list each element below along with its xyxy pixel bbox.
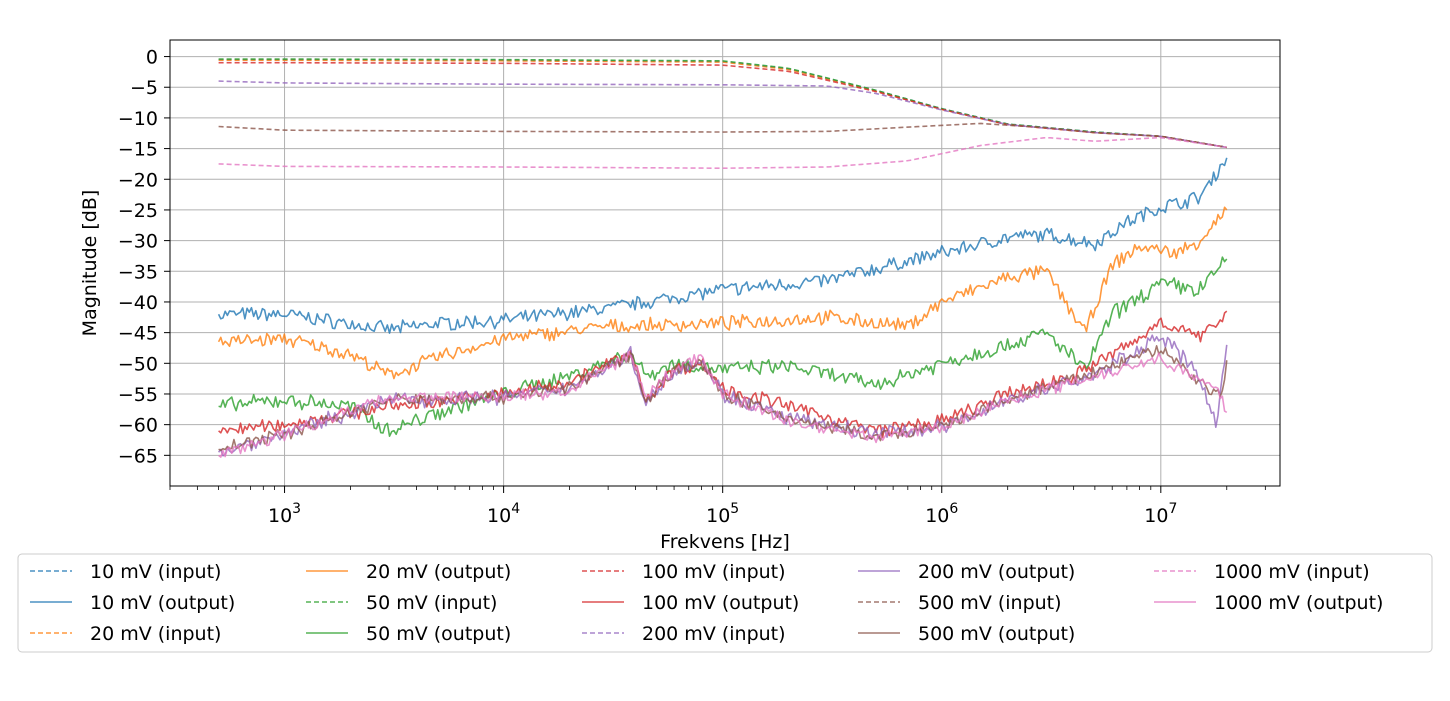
y-tick-label: −55 [118, 384, 158, 406]
x-tick-label: 105 [706, 501, 739, 527]
legend-label: 50 mV (input) [366, 592, 497, 614]
y-axis-ticks: 0 −5 −10 −15 −20 −25 −30 −35 −40 −45 −50 −55 −60 −65 [118, 47, 170, 468]
x-tick-label: 107 [1144, 501, 1177, 527]
y-tick-label: −5 [130, 77, 158, 99]
y-tick-label: −35 [118, 261, 158, 283]
legend-label: 500 mV (input) [918, 592, 1062, 614]
y-tick-label: −60 [118, 415, 158, 437]
legend-label: 200 mV (output) [918, 561, 1075, 583]
x-tick-label: 106 [925, 501, 958, 527]
y-axis-label: Magnitude [dB] [79, 190, 101, 337]
y-tick-label: −65 [118, 445, 158, 467]
x-tick-label: 103 [268, 501, 301, 527]
x-axis-ticks: 103 104 105 106 107 [170, 486, 1265, 527]
y-tick-label: −40 [118, 292, 158, 314]
legend-label: 20 mV (output) [366, 561, 511, 583]
legend-label: 50 mV (output) [366, 623, 511, 645]
y-tick-label: −20 [118, 169, 158, 191]
y-tick-label: −50 [118, 353, 158, 375]
legend-label: 1000 mV (output) [1214, 592, 1383, 614]
y-tick-label: −10 [118, 108, 158, 130]
y-tick-label: −45 [118, 323, 158, 345]
legend-label: 10 mV (output) [90, 592, 235, 614]
legend-label: 1000 mV (input) [1214, 561, 1370, 583]
y-tick-label: −15 [118, 139, 158, 161]
y-tick-label: 0 [146, 47, 158, 69]
legend: 10 mV (input) 10 mV (output) 20 mV (input)… [18, 554, 1432, 652]
y-tick-label: −25 [118, 200, 158, 222]
y-tick-label: −30 [118, 231, 158, 253]
legend-label: 200 mV (input) [642, 623, 786, 645]
x-tick-label: 104 [487, 501, 520, 527]
x-axis-label: Frekvens [Hz] [660, 531, 790, 553]
legend-label: 100 mV (input) [642, 561, 786, 583]
legend-label: 10 mV (input) [90, 561, 221, 583]
legend-label: 100 mV (output) [642, 592, 799, 614]
legend-label: 500 mV (output) [918, 623, 1075, 645]
legend-label: 20 mV (input) [90, 623, 221, 645]
